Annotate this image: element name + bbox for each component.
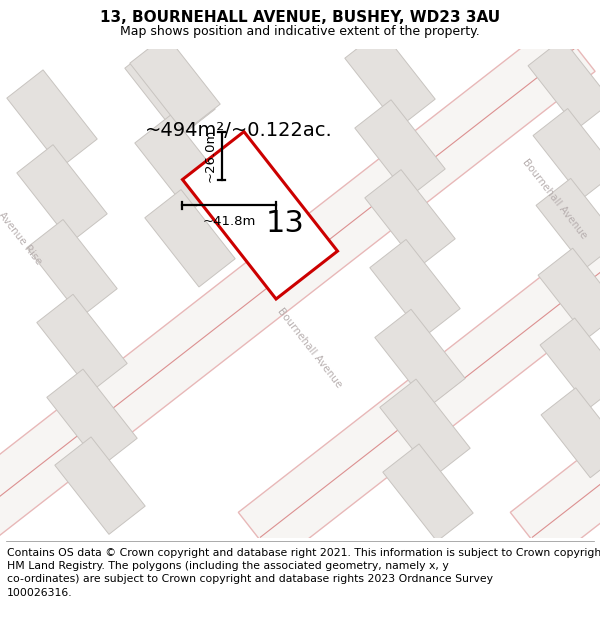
Polygon shape — [238, 21, 600, 562]
Text: Map shows position and indicative extent of the property.: Map shows position and indicative extent… — [120, 25, 480, 38]
Text: ~494m²/~0.122ac.: ~494m²/~0.122ac. — [145, 121, 333, 140]
Polygon shape — [135, 115, 225, 212]
Text: Bournehall Avenue: Bournehall Avenue — [521, 157, 589, 240]
Polygon shape — [365, 169, 455, 267]
Polygon shape — [0, 21, 595, 562]
Polygon shape — [125, 40, 215, 138]
Polygon shape — [380, 379, 470, 476]
Polygon shape — [375, 309, 465, 407]
Polygon shape — [370, 239, 460, 337]
Polygon shape — [533, 109, 600, 198]
Polygon shape — [536, 178, 600, 268]
Text: Contains OS data © Crown copyright and database right 2021. This information is : Contains OS data © Crown copyright and d… — [7, 548, 600, 598]
Polygon shape — [510, 21, 600, 562]
Polygon shape — [541, 388, 600, 478]
Polygon shape — [17, 144, 107, 242]
Polygon shape — [55, 437, 145, 534]
Text: ~26.0m: ~26.0m — [204, 129, 217, 182]
Polygon shape — [383, 444, 473, 541]
Polygon shape — [182, 132, 338, 299]
Polygon shape — [27, 219, 117, 317]
Polygon shape — [538, 248, 600, 338]
Polygon shape — [7, 70, 97, 168]
Polygon shape — [130, 35, 220, 132]
Polygon shape — [540, 318, 600, 408]
Polygon shape — [47, 369, 137, 466]
Polygon shape — [345, 30, 435, 127]
Polygon shape — [355, 100, 445, 198]
Polygon shape — [37, 294, 127, 392]
Text: ~41.8m: ~41.8m — [203, 216, 256, 229]
Text: Avenue Rise: Avenue Rise — [0, 210, 44, 266]
Text: Bournehall Avenue: Bournehall Avenue — [276, 306, 344, 390]
Text: 13: 13 — [266, 209, 304, 238]
Text: 13, BOURNEHALL AVENUE, BUSHEY, WD23 3AU: 13, BOURNEHALL AVENUE, BUSHEY, WD23 3AU — [100, 10, 500, 25]
Polygon shape — [145, 189, 235, 287]
Polygon shape — [528, 39, 600, 129]
